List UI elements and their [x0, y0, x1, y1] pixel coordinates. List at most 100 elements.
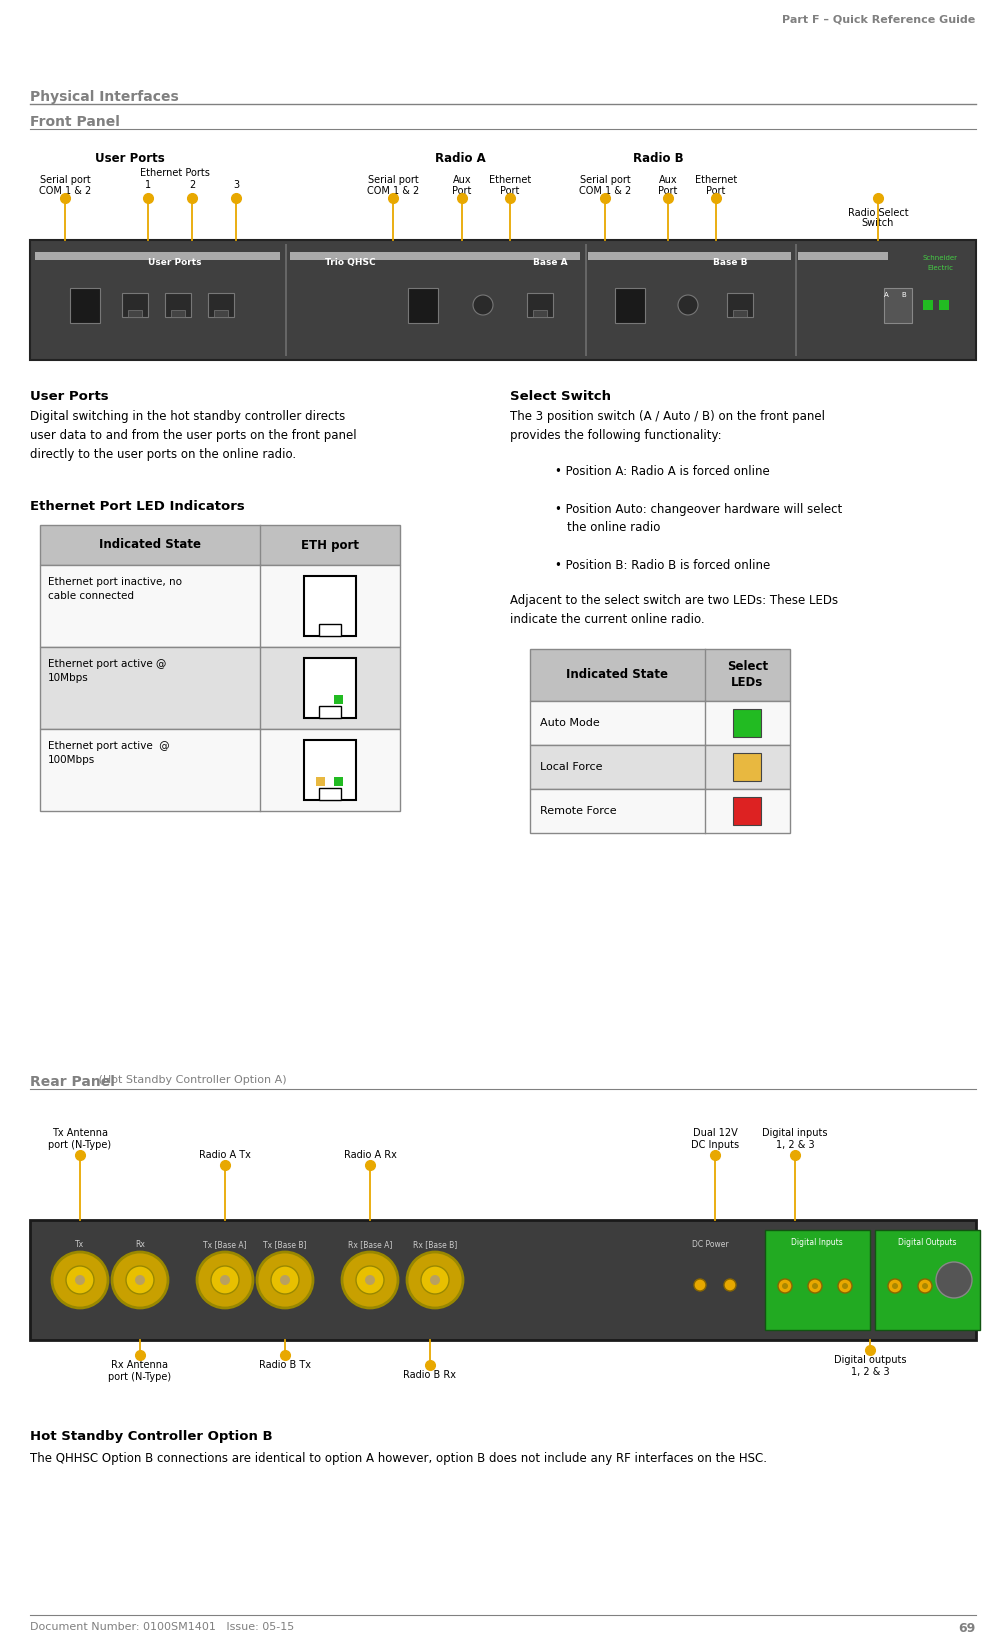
Text: Serial port: Serial port [579, 175, 631, 185]
Circle shape [280, 1275, 290, 1285]
Circle shape [421, 1265, 449, 1293]
Text: Aux: Aux [453, 175, 472, 185]
Bar [128, 309, 142, 318]
Text: COM 1 & 2: COM 1 & 2 [39, 187, 92, 196]
Bar [40, 647, 400, 728]
Bar [884, 288, 912, 322]
Text: 3: 3 [233, 180, 239, 190]
Text: Radio A Rx: Radio A Rx [344, 1151, 396, 1161]
Text: Select
LEDs: Select LEDs [727, 660, 768, 689]
Bar [316, 778, 325, 786]
Circle shape [75, 1275, 85, 1285]
Bar [530, 648, 790, 701]
Bar [733, 309, 747, 318]
Text: • Position Auto: changeover hardware will select: • Position Auto: changeover hardware wil… [555, 503, 842, 516]
Text: Radio B Rx: Radio B Rx [403, 1370, 457, 1380]
Circle shape [678, 295, 698, 314]
Bar [30, 1220, 976, 1341]
Bar [214, 309, 228, 318]
Text: 2: 2 [189, 180, 195, 190]
Bar [588, 252, 791, 260]
Bar [795, 244, 797, 355]
Text: Tx Antenna
port (N-Type): Tx Antenna port (N-Type) [48, 1128, 112, 1151]
Text: Schneider: Schneider [923, 255, 958, 260]
Circle shape [356, 1265, 384, 1293]
Text: Local Force: Local Force [540, 761, 603, 773]
Text: Serial port: Serial port [367, 175, 418, 185]
Text: (Hot Standby Controller Option A): (Hot Standby Controller Option A) [95, 1076, 287, 1085]
Bar [171, 309, 185, 318]
Bar [798, 252, 888, 260]
Circle shape [918, 1278, 932, 1293]
Bar [765, 1229, 870, 1329]
Text: Port: Port [453, 187, 472, 196]
Bar [615, 288, 645, 322]
Text: Physical Interfaces: Physical Interfaces [30, 90, 179, 105]
Text: The QHHSC Option B connections are identical to option A however, option B does : The QHHSC Option B connections are ident… [30, 1452, 767, 1465]
Text: Remote Force: Remote Force [540, 805, 617, 815]
Circle shape [112, 1252, 168, 1308]
Bar [585, 244, 586, 355]
Circle shape [52, 1252, 108, 1308]
Text: Electric: Electric [927, 265, 953, 272]
Bar [923, 300, 933, 309]
Bar [304, 658, 356, 719]
Circle shape [952, 1283, 958, 1288]
Text: Port: Port [706, 187, 725, 196]
Text: Radio A: Radio A [435, 152, 485, 165]
Circle shape [948, 1278, 962, 1293]
Bar [30, 241, 976, 360]
Text: User Ports: User Ports [148, 259, 202, 267]
Text: Select Switch: Select Switch [510, 390, 611, 403]
Bar [35, 252, 280, 260]
Bar [527, 293, 553, 318]
Bar [304, 576, 356, 637]
Text: Serial port: Serial port [39, 175, 91, 185]
Text: Digital Inputs: Digital Inputs [791, 1238, 843, 1247]
Circle shape [782, 1283, 788, 1288]
Bar [319, 787, 341, 800]
Circle shape [365, 1275, 375, 1285]
Text: DC Power: DC Power [692, 1239, 728, 1249]
Bar [727, 293, 753, 318]
Circle shape [271, 1265, 299, 1293]
Bar [122, 293, 148, 318]
Text: Dual 12V
DC Inputs: Dual 12V DC Inputs [691, 1128, 739, 1151]
Text: ETH port: ETH port [301, 539, 359, 552]
Text: Radio Select: Radio Select [848, 208, 908, 218]
Bar [40, 525, 400, 565]
Circle shape [473, 295, 493, 314]
Bar [939, 300, 949, 309]
Text: • Position B: Radio B is forced online: • Position B: Radio B is forced online [555, 558, 771, 571]
Text: Trio QHSC: Trio QHSC [325, 259, 375, 267]
Text: Adjacent to the select switch are two LEDs: These LEDs
indicate the current onli: Adjacent to the select switch are two LE… [510, 594, 838, 625]
Text: Port: Port [658, 187, 678, 196]
Text: Ethernet port inactive, no
cable connected: Ethernet port inactive, no cable connect… [48, 576, 182, 601]
Text: Hot Standby Controller Option B: Hot Standby Controller Option B [30, 1431, 273, 1442]
Text: Radio B Tx: Radio B Tx [259, 1360, 311, 1370]
Text: Digital switching in the hot standby controller directs
user data to and from th: Digital switching in the hot standby con… [30, 409, 356, 462]
Text: Tx [Base A]: Tx [Base A] [203, 1239, 246, 1249]
Bar [530, 745, 790, 789]
Text: Digital outputs
1, 2 & 3: Digital outputs 1, 2 & 3 [834, 1355, 906, 1377]
Text: the online radio: the online radio [567, 521, 660, 534]
Text: Rx: Rx [135, 1239, 145, 1249]
Text: B: B [901, 291, 906, 298]
Bar [733, 797, 762, 825]
Text: Ethernet port active  @
100Mbps: Ethernet port active @ 100Mbps [48, 742, 170, 766]
Text: Ethernet: Ethernet [489, 175, 531, 185]
Circle shape [892, 1283, 898, 1288]
Text: Auto Mode: Auto Mode [540, 719, 600, 728]
Text: 69: 69 [959, 1622, 976, 1635]
Text: Radio A Tx: Radio A Tx [199, 1151, 250, 1161]
Text: A: A [884, 291, 888, 298]
Bar [40, 728, 400, 810]
Bar [208, 293, 234, 318]
Bar [875, 1229, 980, 1329]
Circle shape [694, 1278, 706, 1292]
Text: COM 1 & 2: COM 1 & 2 [578, 187, 631, 196]
Circle shape [812, 1283, 818, 1288]
Bar [530, 789, 790, 833]
Bar [285, 244, 287, 355]
Text: Part F – Quick Reference Guide: Part F – Quick Reference Guide [782, 15, 975, 25]
